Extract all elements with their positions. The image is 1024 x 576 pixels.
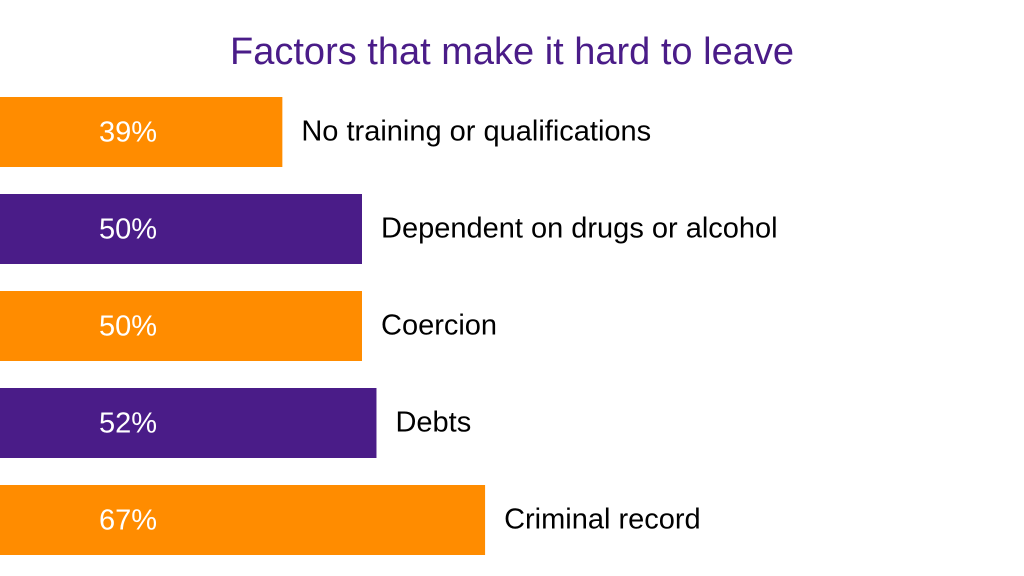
- bar: [0, 388, 377, 458]
- category-label: Coercion: [381, 310, 497, 342]
- chart-title: Factors that make it hard to leave: [230, 31, 794, 73]
- value-label: 39%: [99, 117, 157, 149]
- bar: [0, 97, 283, 167]
- value-label: 50%: [99, 311, 157, 343]
- category-label: Criminal record: [504, 504, 701, 536]
- category-label: Debts: [395, 407, 471, 439]
- bar: [0, 291, 362, 361]
- value-label: 67%: [99, 505, 157, 537]
- category-label: Dependent on drugs or alcohol: [381, 213, 778, 245]
- bar: [0, 485, 486, 555]
- value-label: 50%: [99, 214, 157, 246]
- category-label: No training or qualifications: [301, 116, 651, 148]
- bar: [0, 194, 362, 264]
- value-label: 52%: [99, 408, 157, 440]
